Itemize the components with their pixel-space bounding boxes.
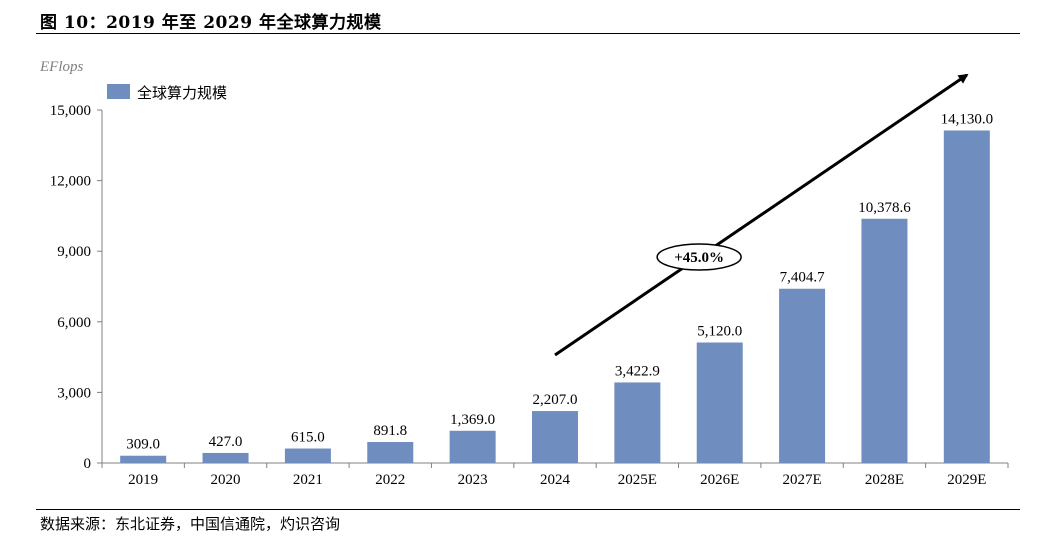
x-tick-label: 2021 — [293, 472, 323, 488]
legend: 全球算力规模 — [107, 84, 227, 102]
source-rule — [36, 509, 1020, 510]
x-tick-label: 2023 — [458, 472, 488, 488]
growth-label: +45.0% — [674, 250, 724, 266]
bar — [120, 455, 167, 463]
x-tick-label: 2026E — [700, 472, 739, 488]
growth-label-oval — [656, 243, 742, 271]
data-label: 14,130.0 — [941, 111, 994, 127]
x-tick-label: 2027E — [783, 472, 822, 488]
y-tick-label: 9,000 — [57, 244, 91, 260]
x-axis: 2019 2020 2021 2022 2023 2024 2025E 2026E 2027E 2… — [101, 462, 1009, 488]
data-label: 615.0 — [291, 430, 325, 446]
data-label: 309.0 — [126, 437, 160, 453]
legend-label: 全球算力规模 — [137, 84, 227, 102]
data-label: 427.0 — [209, 434, 243, 450]
data-label: 10,378.6 — [858, 200, 911, 216]
bar — [943, 130, 990, 463]
x-tick-label: 2020 — [211, 472, 241, 488]
x-tick-label: 2025E — [618, 472, 657, 488]
data-label: 3,422.9 — [615, 363, 660, 379]
bar — [532, 411, 578, 463]
x-tick-label: 2022 — [375, 472, 405, 488]
data-label: 1,369.0 — [450, 412, 495, 428]
growth-arrow — [554, 73, 969, 357]
y-tick-label: 0 — [84, 456, 92, 472]
data-label: 2,207.0 — [533, 392, 578, 408]
y-axis: 0 3,000 6,000 9,000 12,000 15,000 — [50, 103, 103, 472]
bar — [367, 442, 414, 463]
y-tick-label: 15,000 — [50, 103, 91, 119]
legend-swatch — [107, 84, 130, 99]
source-note: 数据来源：东北证券，中国信通院，灼识咨询 — [40, 515, 341, 533]
data-label: 5,120.0 — [697, 324, 742, 340]
figure-title: 图 10：2019 年至 2029 年全球算力规模 — [40, 13, 382, 33]
bar — [614, 382, 661, 463]
growth-annotation: +45.0% — [554, 73, 969, 357]
bar — [779, 288, 826, 463]
bar — [696, 342, 743, 463]
y-tick-label: 6,000 — [57, 315, 91, 331]
bars: 309.0 427.0 615.0 891.8 1,369.0 2,207.0 3,422.… — [120, 111, 993, 463]
x-tick-label: 2029E — [947, 472, 986, 488]
y-tick-label: 12,000 — [50, 174, 91, 190]
x-tick-label: 2024 — [540, 472, 571, 488]
data-label: 7,404.7 — [780, 270, 826, 286]
title-rule — [36, 33, 1020, 34]
bar — [284, 448, 331, 463]
x-tick-label: 2019 — [128, 472, 158, 488]
y-tick-label: 3,000 — [57, 385, 91, 401]
data-label: 891.8 — [373, 423, 407, 439]
x-tick-label: 2028E — [865, 472, 904, 488]
bar — [449, 430, 496, 463]
y-axis-unit-label: EFlops — [39, 59, 83, 75]
bar — [202, 452, 249, 463]
bar — [861, 218, 908, 463]
